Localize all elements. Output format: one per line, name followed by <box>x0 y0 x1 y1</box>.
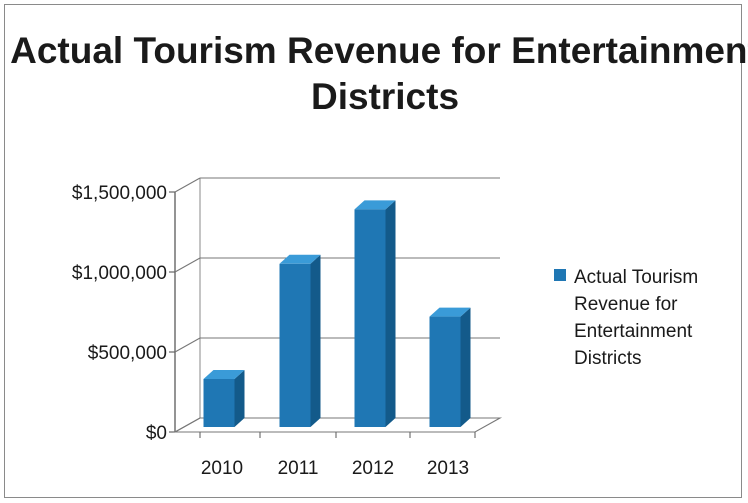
legend-swatch <box>554 269 566 281</box>
bar-2012 <box>354 200 396 427</box>
bar-front <box>203 379 235 427</box>
y-tick-label: $500,000 <box>88 343 167 364</box>
bar-side <box>234 370 245 427</box>
x-tick-label: 2011 <box>278 458 319 479</box>
bar-top <box>203 370 245 379</box>
bar-front <box>354 209 386 427</box>
legend-label: Actual Tourism Revenue for Entertainment… <box>574 267 699 369</box>
y-axis-ticks: $0 $500,000 $1,000,000 $1,500,000 <box>72 183 167 444</box>
bar-top <box>279 254 321 264</box>
x-tick-label: 2010 <box>201 458 243 479</box>
gridline <box>174 337 201 353</box>
chart-gridlines <box>169 177 503 438</box>
chart-title: Actual Tourism Revenue for Entertainment… <box>10 30 748 117</box>
gridline <box>174 177 201 193</box>
bar-2013 <box>429 307 471 427</box>
bar-2010 <box>203 370 245 427</box>
y-tick-label: $1,500,000 <box>72 183 167 204</box>
bar-side <box>310 254 321 427</box>
x-tick-label: 2012 <box>352 458 394 479</box>
y-tick-label: $1,000,000 <box>72 263 167 284</box>
x-tick-label: 2013 <box>427 458 469 479</box>
bar-front <box>279 263 311 427</box>
bar-top <box>429 307 471 317</box>
bar-top <box>354 200 396 210</box>
y-tick-label: $0 <box>146 423 167 444</box>
bar-front <box>429 316 461 427</box>
chart-bars <box>203 200 471 427</box>
bar-side <box>385 200 396 427</box>
x-axis-ticks: 2010 2011 2012 2013 <box>201 458 469 479</box>
bar-2011 <box>279 254 321 427</box>
gridline <box>174 257 201 273</box>
bar-side <box>460 307 471 427</box>
